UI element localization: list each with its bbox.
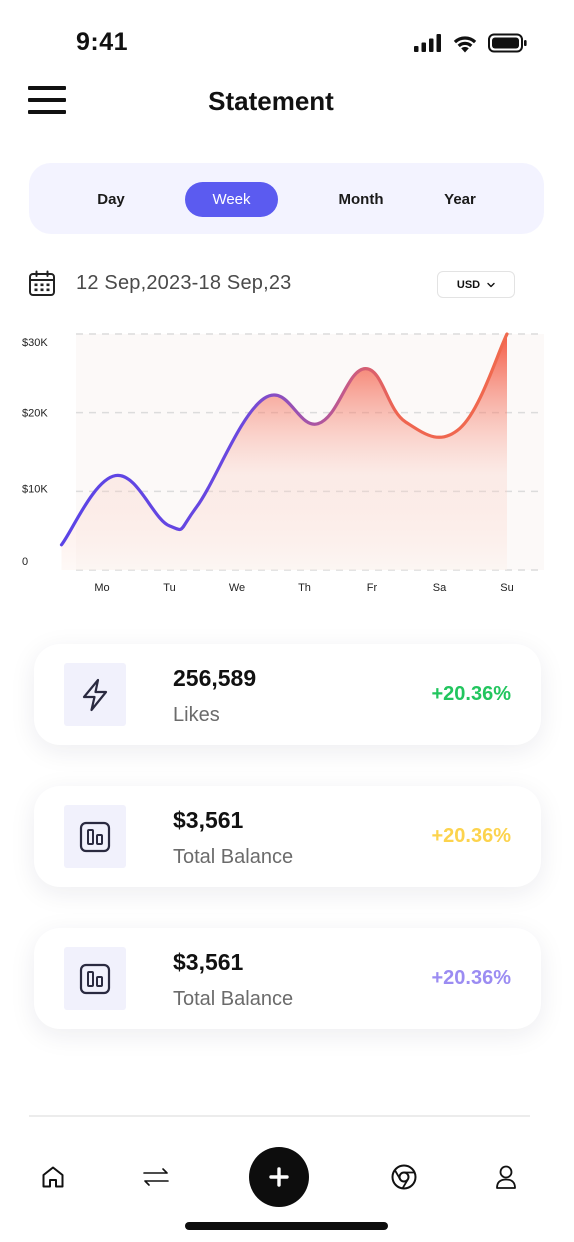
home-indicator (185, 1222, 388, 1230)
y-tick-label: $20K (22, 408, 48, 420)
period-tabs: Day Week Month Year (29, 163, 544, 234)
y-axis-labels: 0 $10K $20K $30K (22, 337, 48, 568)
tab-year[interactable]: Year (444, 191, 476, 208)
chevron-down-icon (487, 282, 495, 287)
stat-value: 256,589 (173, 665, 257, 691)
stat-value: $3,561 (173, 807, 244, 833)
stat-card-likes[interactable]: 256,589 Likes +20.36% (34, 644, 541, 745)
stat-label: Total Balance (173, 988, 294, 1010)
currency-value: USD (456, 278, 481, 291)
y-tick-label: 0 (22, 556, 28, 568)
wifi-icon (453, 35, 477, 52)
transfer-icon[interactable] (141, 1162, 171, 1192)
status-icons (414, 32, 528, 54)
statement-chart: 0 $10K $20K $30K Mo Tu We Th Fr Sa Su (22, 332, 544, 594)
add-icon[interactable] (249, 1147, 309, 1207)
bar-chart-icon (64, 947, 126, 1010)
page-title: Statement (208, 86, 334, 116)
stat-value: $3,561 (173, 949, 244, 975)
y-tick-label: $30K (22, 337, 48, 349)
stat-change: +20.36% (431, 967, 511, 989)
x-tick-label: Sa (433, 582, 447, 594)
chart-area (61, 334, 507, 570)
stat-card-total-balance[interactable]: $3,561 Total Balance +20.36% (34, 786, 541, 887)
chart-line (59, 332, 509, 547)
home-icon[interactable] (38, 1162, 68, 1192)
status-bar: 9:41 (0, 0, 574, 80)
y-tick-label: $10K (22, 483, 48, 495)
date-range: 12 Sep,2023-18 Sep,23 (76, 272, 292, 294)
signal-icon (414, 34, 441, 52)
x-tick-label: Fr (367, 582, 378, 594)
bottom-nav (0, 1140, 574, 1210)
stat-label: Likes (173, 704, 220, 726)
tab-month[interactable]: Month (338, 191, 384, 208)
x-tick-label: Tu (163, 582, 175, 594)
currency-select[interactable]: USD (437, 271, 515, 298)
stat-change: +20.36% (431, 825, 511, 847)
x-tick-label: Mo (94, 582, 109, 594)
globe-icon[interactable] (389, 1162, 419, 1192)
stat-change: +20.36% (431, 683, 511, 705)
tab-day[interactable]: Day (97, 191, 125, 208)
x-tick-label: We (229, 582, 245, 594)
nav-divider (29, 1115, 530, 1117)
status-time: 9:41 (76, 28, 129, 56)
x-tick-label: Su (500, 582, 513, 594)
hamburger-menu-icon[interactable] (28, 86, 68, 118)
stat-label: Total Balance (173, 846, 294, 868)
bar-chart-icon (64, 805, 126, 868)
stat-card-total-balance[interactable]: $3,561 Total Balance +20.36% (34, 928, 541, 1029)
profile-icon[interactable] (491, 1162, 521, 1192)
battery-icon (488, 33, 527, 53)
tab-week[interactable]: Week (185, 182, 278, 217)
x-tick-label: Th (298, 582, 311, 594)
calendar-icon[interactable] (28, 270, 56, 298)
lightning-icon (64, 663, 126, 726)
x-axis-labels: Mo Tu We Th Fr Sa Su (94, 582, 513, 594)
